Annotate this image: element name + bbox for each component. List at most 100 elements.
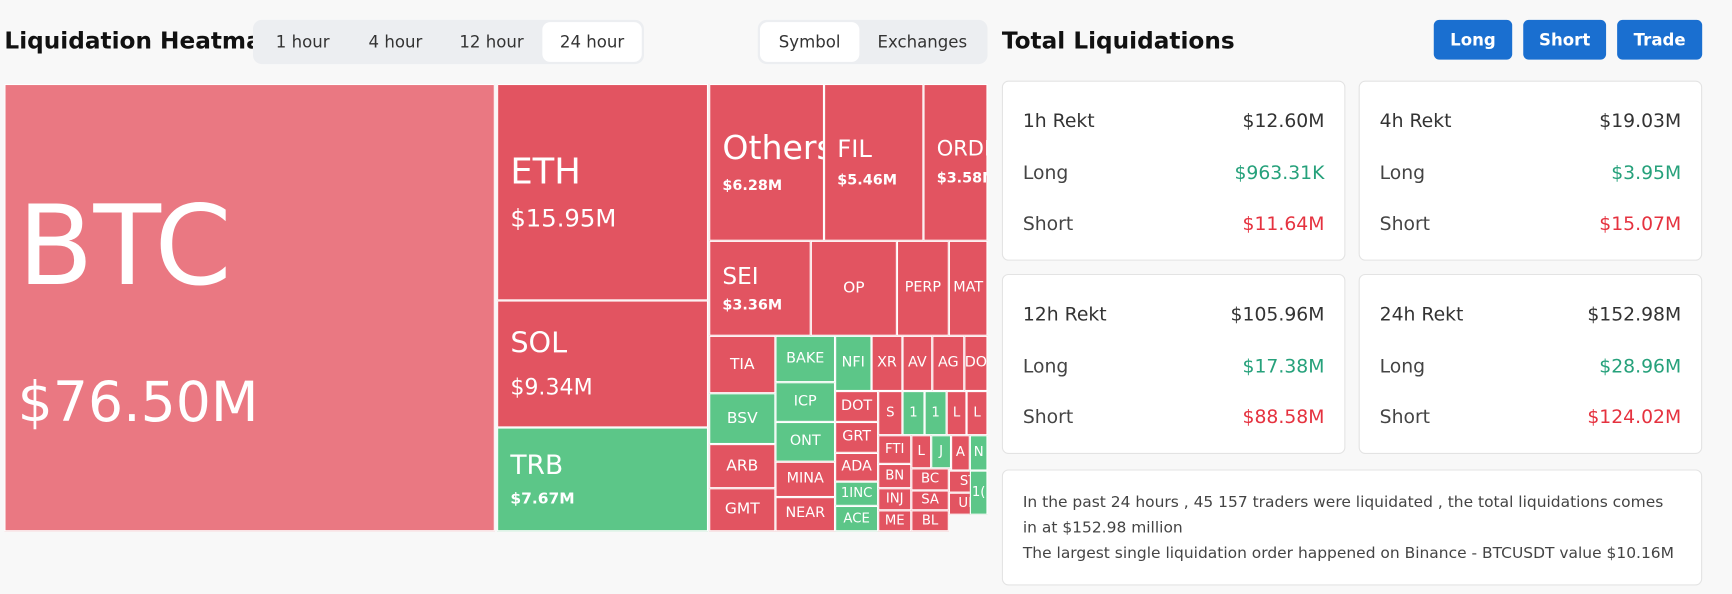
tile[interactable]: 1 [924,391,947,436]
treemap: BTC $76.50M ETH $15.95M SOL $9.34M TRB $7.67M Ot… [4,83,988,532]
timeframe-tab[interactable]: 4 hour [368,32,423,52]
tile[interactable]: MAT [948,240,988,336]
grouping-tab[interactable]: Exchanges [877,32,968,52]
tile[interactable]: BL [911,510,949,532]
row-label: Short [1379,406,1431,429]
summary-line: The largest single liquidation order hap… [1022,544,1674,563]
tile-label: DOT [841,397,873,414]
card-row: Long $17.38M [1023,356,1325,378]
tile-label: AG [937,354,959,371]
row-value: $124.02M [1587,406,1682,429]
tile[interactable]: 1( [969,470,988,515]
row-value: $88.58M [1242,406,1325,429]
card-header: 12h Rekt $105.96M [1023,304,1325,326]
row-label: Long [1379,162,1426,185]
tile[interactable]: S [878,391,903,436]
row-label: Short [1022,213,1074,236]
card-row: Short $11.64M [1023,213,1325,235]
tile[interactable]: FIL $5.46M [824,83,924,241]
tile-label: XR [877,354,897,371]
button[interactable]: Short [1523,19,1607,60]
tile[interactable]: 1 [902,391,925,436]
row-value: $15.07M [1599,213,1682,236]
tile[interactable]: DO [964,335,988,392]
tile[interactable]: 1INC [835,481,879,506]
tile-label: BC [921,470,940,487]
tile-label: TRB [510,449,564,481]
timeframe-tab[interactable]: 24 hour [542,22,642,62]
tile[interactable]: DOT [835,391,879,422]
tile[interactable]: FTI [878,435,912,464]
tile-label: S [886,404,895,420]
timeframe-tabs: 1 hour 4 hour 12 hour 24 hour [252,19,644,65]
row-value: $28.96M [1599,355,1682,378]
tile[interactable]: BN [878,463,912,489]
tile[interactable]: AV [902,335,933,392]
tile-label: ONT [789,432,821,450]
tile[interactable]: BTC $76.50M [4,83,495,532]
timeframe-tab[interactable]: 1 hour [275,32,330,52]
tile[interactable]: L [911,435,932,469]
tile-label: 1 [931,404,940,420]
tile[interactable]: SA [911,490,949,511]
tile[interactable]: ACE [835,505,879,532]
tile[interactable]: ICP [775,382,836,422]
tile[interactable]: TRB $7.67M [497,427,709,532]
tile[interactable]: ORDI $3.58M [923,83,988,241]
button[interactable]: Trade [1617,19,1703,60]
rekt-card: 1h Rekt $12.60M Long $963.31K Short $11.64M [1001,80,1346,261]
tile[interactable]: SOL $9.34M [497,300,709,428]
tile[interactable]: GRT [835,421,879,453]
tile-value: $7.67M [510,490,575,509]
tile[interactable]: ADA [835,452,879,482]
tile[interactable]: J [931,435,952,469]
tile[interactable]: SEI $3.36M [709,240,811,336]
tile[interactable]: TIA [709,335,776,394]
tile[interactable]: ME [878,510,912,532]
tile[interactable]: GMT [709,488,776,532]
card-header: 24h Rekt $152.98M [1380,304,1682,326]
tile[interactable]: L [966,391,988,436]
card-title: 24h Rekt [1379,303,1464,326]
tile[interactable]: BAKE [775,335,836,383]
tile-value: $3.58M [936,170,987,188]
tile[interactable]: Others $6.28M [709,83,825,241]
tile[interactable]: A [951,435,970,471]
tile-value: $9.34M [510,373,593,401]
tile[interactable]: PERP [896,240,949,336]
row-value: $17.38M [1242,355,1325,378]
tile[interactable]: L [946,391,967,436]
card-row: Long $28.96M [1380,356,1682,378]
tile-label: L [952,404,961,420]
grouping-tab[interactable]: Symbol [759,22,860,62]
tile-label: NFI [841,354,865,371]
button[interactable]: Long [1433,19,1513,60]
heatmap-title: Liquidation Heatmap [4,27,279,55]
card-header: 1h Rekt $12.60M [1023,110,1325,132]
tile[interactable]: N [969,435,988,471]
tile-label: GRT [842,428,872,445]
tile[interactable]: NEAR [775,497,836,532]
tile[interactable]: BC [911,468,949,491]
tile[interactable]: INJ [878,488,912,511]
row-value: $11.64M [1242,213,1325,236]
tile[interactable]: XR [871,335,903,392]
tile[interactable]: BSV [709,393,776,445]
card-row: Long $963.31K [1023,162,1325,184]
tile[interactable]: ARB [709,444,776,489]
tile-label: FTI [885,440,905,457]
summary: In the past 24 hours , 45 157 traders we… [1001,469,1703,586]
tile[interactable]: OP [810,240,897,336]
tile-label: L [973,404,981,420]
tile-label: ARB [726,457,759,475]
tile[interactable]: ONT [775,421,836,462]
tile-label: ICP [793,392,817,410]
tile[interactable]: AG [932,335,965,392]
tile[interactable]: ETH $15.95M [497,83,709,301]
tile[interactable]: NFI [835,335,872,392]
card-header: 4h Rekt $19.03M [1380,110,1682,132]
timeframe-tab[interactable]: 12 hour [459,32,524,52]
tile-value: $3.36M [722,297,783,315]
tile[interactable]: MINA [775,461,836,498]
